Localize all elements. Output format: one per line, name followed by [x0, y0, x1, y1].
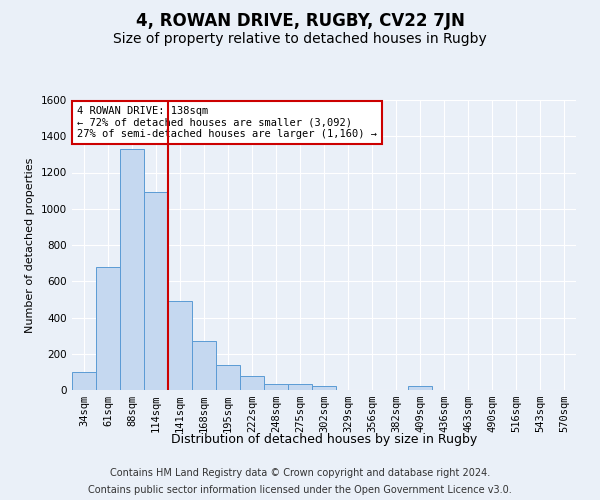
Bar	[408, 386, 432, 390]
Text: Size of property relative to detached houses in Rugby: Size of property relative to detached ho…	[113, 32, 487, 46]
Bar	[96, 267, 120, 390]
Bar	[192, 341, 216, 390]
Bar	[240, 376, 264, 390]
Bar	[312, 386, 336, 390]
Bar	[216, 364, 240, 390]
Bar	[120, 149, 144, 390]
Bar	[264, 384, 288, 390]
Text: Distribution of detached houses by size in Rugby: Distribution of detached houses by size …	[171, 432, 477, 446]
Y-axis label: Number of detached properties: Number of detached properties	[25, 158, 35, 332]
Text: 4 ROWAN DRIVE: 138sqm
← 72% of detached houses are smaller (3,092)
27% of semi-d: 4 ROWAN DRIVE: 138sqm ← 72% of detached …	[77, 106, 377, 139]
Bar	[72, 372, 96, 390]
Bar	[168, 301, 192, 390]
Bar	[144, 192, 168, 390]
Text: Contains HM Land Registry data © Crown copyright and database right 2024.: Contains HM Land Registry data © Crown c…	[110, 468, 490, 477]
Text: Contains public sector information licensed under the Open Government Licence v3: Contains public sector information licen…	[88, 485, 512, 495]
Text: 4, ROWAN DRIVE, RUGBY, CV22 7JN: 4, ROWAN DRIVE, RUGBY, CV22 7JN	[136, 12, 464, 30]
Bar	[288, 384, 312, 390]
